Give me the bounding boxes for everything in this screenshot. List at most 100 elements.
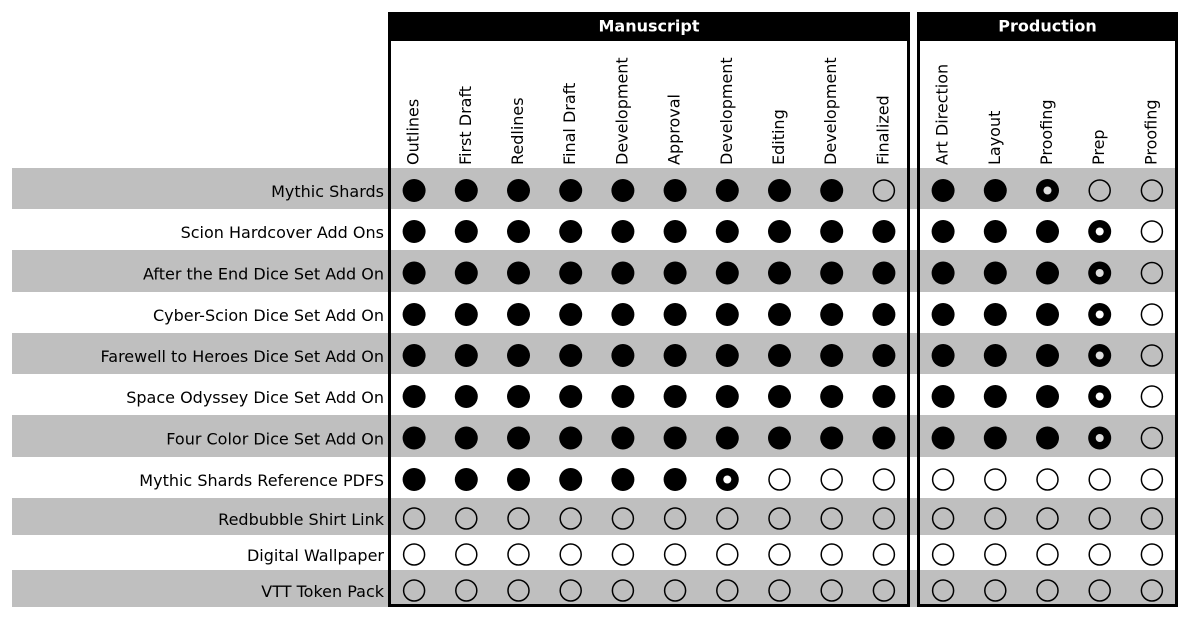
status-full bbox=[663, 220, 687, 243]
status-full bbox=[820, 385, 844, 408]
status-partial-center bbox=[723, 475, 732, 484]
row-label: Four Color Dice Set Add On bbox=[166, 430, 384, 449]
status-full bbox=[611, 261, 635, 285]
status-empty bbox=[455, 507, 478, 530]
status-full bbox=[931, 303, 955, 326]
status-empty bbox=[768, 579, 791, 602]
row-label: Cyber-Scion Dice Set Add On bbox=[153, 306, 384, 325]
status-partial-center bbox=[1043, 186, 1052, 195]
status-full bbox=[1036, 426, 1059, 450]
status-full bbox=[872, 220, 896, 243]
status-full bbox=[454, 385, 478, 408]
row-label: Scion Hardcover Add Ons bbox=[181, 223, 384, 242]
status-full bbox=[872, 385, 896, 408]
status-full bbox=[872, 344, 896, 367]
status-partial-center bbox=[1095, 269, 1104, 277]
status-empty bbox=[402, 507, 426, 530]
column-header: Redlines bbox=[508, 97, 527, 165]
status-empty bbox=[559, 543, 582, 566]
status-empty bbox=[1140, 385, 1164, 408]
status-empty bbox=[559, 507, 582, 530]
status-full bbox=[768, 179, 791, 202]
group-header-bar bbox=[917, 12, 1178, 41]
status-full bbox=[820, 344, 844, 367]
column-header: Prep bbox=[1089, 129, 1108, 165]
status-full bbox=[402, 344, 426, 367]
status-empty bbox=[1088, 543, 1111, 566]
status-empty bbox=[611, 543, 635, 566]
status-empty bbox=[931, 507, 955, 530]
column-header: Proofing bbox=[1037, 99, 1056, 165]
status-empty bbox=[984, 468, 1007, 491]
status-empty bbox=[820, 543, 843, 566]
status-full bbox=[611, 220, 635, 243]
status-empty bbox=[872, 179, 896, 202]
status-full bbox=[454, 344, 478, 367]
status-empty bbox=[768, 543, 791, 566]
status-full bbox=[931, 261, 955, 285]
status-full bbox=[402, 385, 426, 408]
status-full bbox=[663, 426, 687, 450]
status-full bbox=[715, 426, 739, 450]
status-full bbox=[931, 385, 955, 408]
status-full bbox=[611, 179, 635, 202]
status-empty bbox=[559, 579, 582, 602]
status-empty bbox=[1140, 468, 1164, 491]
status-empty bbox=[872, 507, 896, 530]
status-empty bbox=[1036, 507, 1059, 530]
group-title: Production bbox=[998, 17, 1096, 36]
column-header: Development bbox=[717, 57, 736, 165]
column-header: Proofing bbox=[1141, 99, 1160, 165]
status-full bbox=[715, 385, 739, 408]
status-full bbox=[983, 220, 1007, 243]
status-full bbox=[454, 468, 478, 491]
status-full bbox=[611, 303, 635, 326]
row-label: Space Odyssey Dice Set Add On bbox=[126, 388, 384, 407]
status-empty bbox=[984, 579, 1007, 602]
status-full bbox=[663, 344, 687, 367]
status-full bbox=[663, 303, 687, 326]
status-full bbox=[872, 303, 896, 326]
status-full bbox=[559, 261, 583, 285]
status-full bbox=[402, 303, 426, 326]
row-label: Farewell to Heroes Dice Set Add On bbox=[101, 347, 384, 366]
status-full bbox=[1036, 303, 1059, 326]
status-empty bbox=[1088, 507, 1111, 530]
status-full bbox=[872, 261, 896, 285]
status-empty bbox=[931, 468, 955, 491]
status-empty bbox=[455, 543, 478, 566]
status-empty bbox=[716, 543, 739, 566]
status-full bbox=[559, 303, 583, 326]
column-header: Layout bbox=[985, 111, 1004, 165]
status-full bbox=[820, 220, 844, 243]
status-full bbox=[931, 179, 955, 202]
row-label: Redbubble Shirt Link bbox=[218, 510, 385, 529]
status-full bbox=[454, 220, 478, 243]
status-full bbox=[402, 261, 426, 285]
row-band bbox=[12, 250, 1178, 292]
status-full bbox=[611, 426, 635, 450]
status-full bbox=[454, 179, 478, 202]
status-full bbox=[715, 303, 739, 326]
group-title: Manuscript bbox=[599, 17, 700, 36]
status-full bbox=[768, 261, 791, 285]
row-label: Digital Wallpaper bbox=[247, 546, 384, 565]
column-header: Development bbox=[821, 57, 840, 165]
row-band bbox=[12, 415, 1178, 457]
status-empty bbox=[1140, 426, 1164, 450]
status-empty bbox=[663, 507, 687, 530]
status-empty bbox=[1140, 179, 1164, 202]
column-header: Final Draft bbox=[560, 83, 579, 165]
status-full bbox=[983, 344, 1007, 367]
status-empty bbox=[1140, 261, 1164, 285]
status-partial-center bbox=[1095, 310, 1104, 319]
status-empty bbox=[984, 543, 1007, 566]
status-empty bbox=[1140, 579, 1164, 602]
status-full bbox=[402, 426, 426, 450]
status-full bbox=[931, 344, 955, 367]
status-full bbox=[715, 179, 739, 202]
row-label: Mythic Shards bbox=[271, 182, 384, 201]
status-full bbox=[820, 303, 844, 326]
status-full bbox=[559, 468, 583, 491]
